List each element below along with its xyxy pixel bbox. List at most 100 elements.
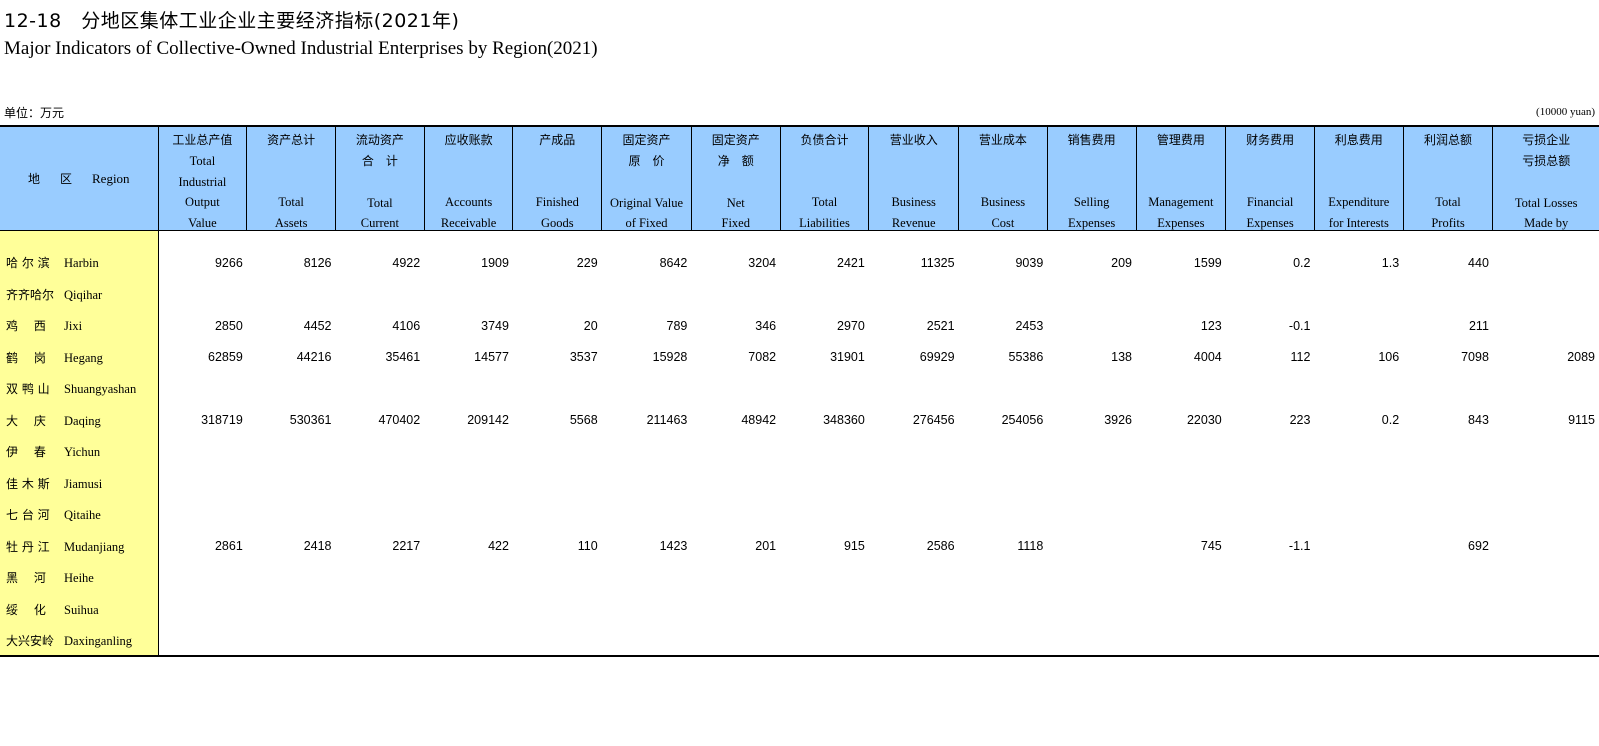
value-cell: 223 <box>1289 413 1311 428</box>
value-cell <box>1136 625 1226 657</box>
value-cell <box>424 373 513 405</box>
column-header-en: Total <box>278 195 304 209</box>
column-header-cn: 亏损企业 <box>1522 133 1571 147</box>
value-cell <box>1047 373 1136 405</box>
column-header-en: Expenses <box>1246 215 1294 230</box>
column-header-en <box>1090 172 1093 193</box>
region-name-en: Harbin <box>64 256 99 271</box>
value-cell: 254056 <box>1001 413 1044 428</box>
table-row: 齐齐哈尔 Qiqihar <box>0 278 1599 311</box>
region-name-en: Jiamusi <box>64 476 103 491</box>
value-cell <box>1226 499 1315 531</box>
value-cell: 48942 <box>741 413 777 428</box>
column-header: 应收账款 Accounts Receivable <box>423 125 513 231</box>
value-cell: 1599 <box>1193 255 1222 270</box>
value-cell: 789 <box>666 318 688 333</box>
value-cell <box>1226 373 1315 405</box>
value-cell <box>1136 279 1226 311</box>
column-header-cn: 营业成本 <box>978 133 1027 147</box>
value-cell <box>1136 562 1226 594</box>
value-cell <box>691 562 780 594</box>
value-cell <box>780 468 869 500</box>
value-cell <box>1047 594 1136 626</box>
empty-cell <box>1136 231 1226 248</box>
value-cell <box>691 499 780 531</box>
value-cell: 4452 <box>303 318 332 333</box>
value-cell <box>424 436 513 468</box>
header-region-en: Region <box>92 170 130 186</box>
value-cell: -0.1 <box>1288 318 1311 333</box>
column-header-en: of Fixed <box>625 216 668 230</box>
empty-cell <box>1493 231 1599 248</box>
region-cell: 绥 化 Suihua <box>0 593 159 625</box>
region-cell: 牡 丹 江 Mudanjiang <box>0 530 159 562</box>
value-cell <box>1047 436 1136 468</box>
value-cell <box>869 373 959 405</box>
value-cell: 5568 <box>569 413 598 428</box>
value-cell: 69929 <box>919 350 955 365</box>
value-cell <box>869 562 959 594</box>
value-cell: 2217 <box>392 539 421 554</box>
page-title-english: Major Indicators of Collective-Owned Ind… <box>4 38 598 59</box>
column-header-cn: 工业总产值 <box>172 133 233 147</box>
value-cell <box>247 373 336 405</box>
column-header-en: Fixed <box>721 216 750 230</box>
value-cell <box>959 468 1048 500</box>
value-cell <box>247 279 336 311</box>
empty-cell <box>602 231 692 248</box>
region-name-en: Daxinganling <box>64 633 133 648</box>
value-cell <box>602 499 692 531</box>
value-cell <box>1493 436 1599 468</box>
empty-cell <box>513 231 602 248</box>
value-cell <box>780 279 869 311</box>
column-header-en: Management <box>1148 195 1214 209</box>
value-cell <box>1314 625 1404 657</box>
column-header-en: Revenue <box>891 215 936 230</box>
value-cell <box>602 562 692 594</box>
value-cell <box>959 594 1048 626</box>
column-header-en: Profits <box>1431 215 1465 230</box>
value-cell <box>1314 279 1403 311</box>
value-cell: 15928 <box>652 350 688 365</box>
value-cell <box>1136 373 1226 405</box>
value-cell <box>1047 310 1136 342</box>
value-cell <box>869 468 959 500</box>
table-row: 佳 木 斯 Jiamusi <box>0 467 1599 500</box>
value-cell <box>1403 373 1493 405</box>
table-row: 七 台 河 Qitaihe <box>0 499 1599 531</box>
column-header-en <box>1446 172 1449 193</box>
value-cell <box>1493 468 1599 500</box>
table-row: 绥 化 Suihua <box>0 593 1599 626</box>
region-cell: 大 庆 Daqing <box>0 404 159 436</box>
table-row: 大 庆 Daqing 318719 530361 470402 209142 5568 211… <box>0 404 1599 436</box>
region-name-en: Shuangyashan <box>64 382 137 397</box>
region-name-en: Mudanjiang <box>64 539 125 554</box>
value-cell: 915 <box>843 539 865 554</box>
table-row: 哈 尔 滨 Harbin 9266 8126 4922 1909 229 8642 3204 24… <box>0 247 1599 279</box>
value-cell <box>868 625 959 657</box>
column-header-en: for Interests <box>1328 215 1389 230</box>
value-cell <box>691 594 780 626</box>
value-cell <box>1226 562 1315 594</box>
empty-cell <box>424 231 513 248</box>
value-cell <box>1493 594 1599 626</box>
value-cell <box>336 499 425 531</box>
value-cell: 3749 <box>481 318 509 333</box>
value-cell: 3926 <box>1104 413 1132 428</box>
column-header-cn: 利息费用 <box>1334 133 1383 147</box>
value-cell <box>691 468 780 500</box>
table-row: 大兴安岭 Daxinganling <box>0 625 1599 657</box>
value-cell <box>1314 310 1403 342</box>
table-row: 双 鸭 山 Shuangyashan <box>0 373 1599 405</box>
region-name-cn: 佳 木 斯 <box>6 476 50 491</box>
column-header-en: Total Losses <box>1514 195 1578 210</box>
value-cell <box>1493 373 1599 405</box>
value-cell: 2850 <box>214 318 243 333</box>
empty-cell <box>1314 231 1403 248</box>
value-cell <box>1314 468 1403 500</box>
region-name-en: Heihe <box>64 571 94 586</box>
column-header-en <box>1179 151 1182 172</box>
region-name-cn: 七 台 河 <box>6 508 50 523</box>
empty-cell <box>1403 231 1493 248</box>
